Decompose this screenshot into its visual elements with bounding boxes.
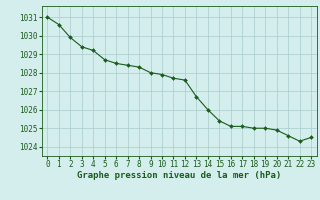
X-axis label: Graphe pression niveau de la mer (hPa): Graphe pression niveau de la mer (hPa) xyxy=(77,171,281,180)
